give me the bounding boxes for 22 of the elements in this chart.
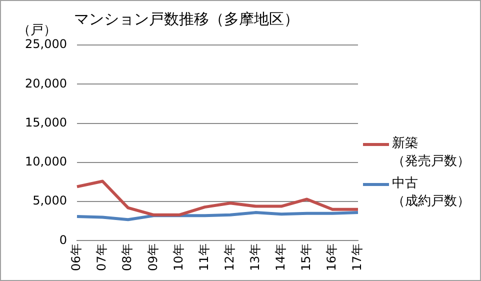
y-axis-title: （戸） [18, 22, 56, 38]
y-tick-label: 15,000 [24, 115, 67, 130]
y-tick-label: 5,000 [32, 194, 67, 208]
x-tick-label: 13年 [248, 244, 262, 272]
y-tick-label: 20,000 [24, 76, 67, 90]
y-tick-label: 25,000 [24, 37, 67, 52]
x-tick-label: 08年 [120, 244, 134, 272]
y-tick-label: 10,000 [24, 154, 67, 169]
x-tick-label: 06年 [69, 244, 84, 272]
x-tick-label: 16年 [324, 244, 339, 272]
legend-label: 中古（成約戸数） [392, 175, 471, 211]
x-tick-label: 11年 [196, 244, 211, 272]
x-tick-label: 14年 [273, 244, 288, 272]
y-tick-label: 0 [59, 232, 67, 247]
x-tick-label: 07年 [94, 244, 109, 272]
chart-title: マンション戸数推移（多摩地区） [74, 10, 299, 28]
x-tick-label: 09年 [146, 244, 160, 272]
x-tick-label: 10年 [171, 244, 186, 272]
x-tick-label: 12年 [222, 244, 236, 272]
legend-label: 新築（発売戸数） [392, 135, 471, 171]
x-tick-label: 17年 [350, 244, 364, 272]
x-tick-label: 15年 [299, 244, 314, 272]
